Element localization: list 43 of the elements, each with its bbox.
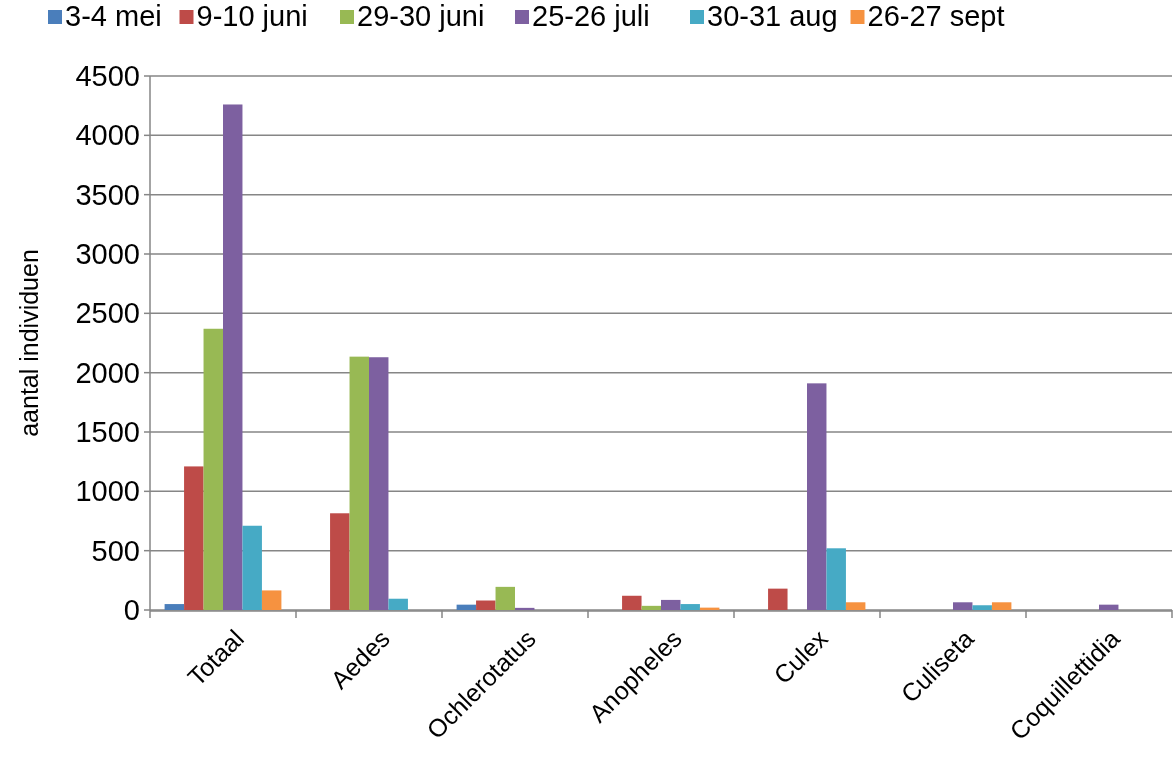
bar xyxy=(622,595,642,610)
bar xyxy=(495,586,515,610)
legend-label: 26-27 sept xyxy=(867,0,1005,32)
bar xyxy=(203,328,223,610)
bar xyxy=(807,383,827,610)
bar xyxy=(164,604,185,610)
bar xyxy=(972,605,992,610)
bar xyxy=(768,588,788,610)
y-tick-label: 500 xyxy=(91,534,140,567)
bar xyxy=(476,600,496,610)
bar xyxy=(680,604,700,610)
y-tick-label: 1000 xyxy=(75,475,140,508)
bar xyxy=(953,602,973,610)
legend-label: 9-10 juni xyxy=(196,0,308,32)
bar xyxy=(641,605,661,610)
y-tick-label: 4000 xyxy=(75,119,140,152)
y-tick-label: 0 xyxy=(123,594,140,627)
bar xyxy=(515,607,535,610)
bar xyxy=(349,356,369,610)
legend-label: 3-4 mei xyxy=(65,0,162,32)
bar xyxy=(1099,604,1119,610)
y-axis-title: aantal individuen xyxy=(15,249,43,437)
bar xyxy=(184,466,204,610)
bar xyxy=(369,357,389,610)
legend-label: 30-31 aug xyxy=(707,0,838,32)
bar xyxy=(845,602,866,610)
bar xyxy=(661,599,681,610)
y-tick-label: 2000 xyxy=(75,356,140,389)
legend-label: 29-30 juni xyxy=(357,0,485,32)
bar xyxy=(456,604,477,610)
y-tick-label: 3500 xyxy=(75,178,140,211)
bar xyxy=(223,104,243,610)
bar xyxy=(261,590,282,610)
bar xyxy=(330,513,350,610)
y-tick-label: 2500 xyxy=(75,297,140,330)
bar xyxy=(826,548,846,610)
y-tick-label: 1500 xyxy=(75,416,140,449)
y-tick-label: 3000 xyxy=(75,238,140,271)
bar xyxy=(388,598,408,610)
bar xyxy=(991,602,1012,610)
legend-label: 25-26 juli xyxy=(532,0,650,32)
bar xyxy=(242,525,262,610)
y-tick-label: 4500 xyxy=(75,60,140,93)
